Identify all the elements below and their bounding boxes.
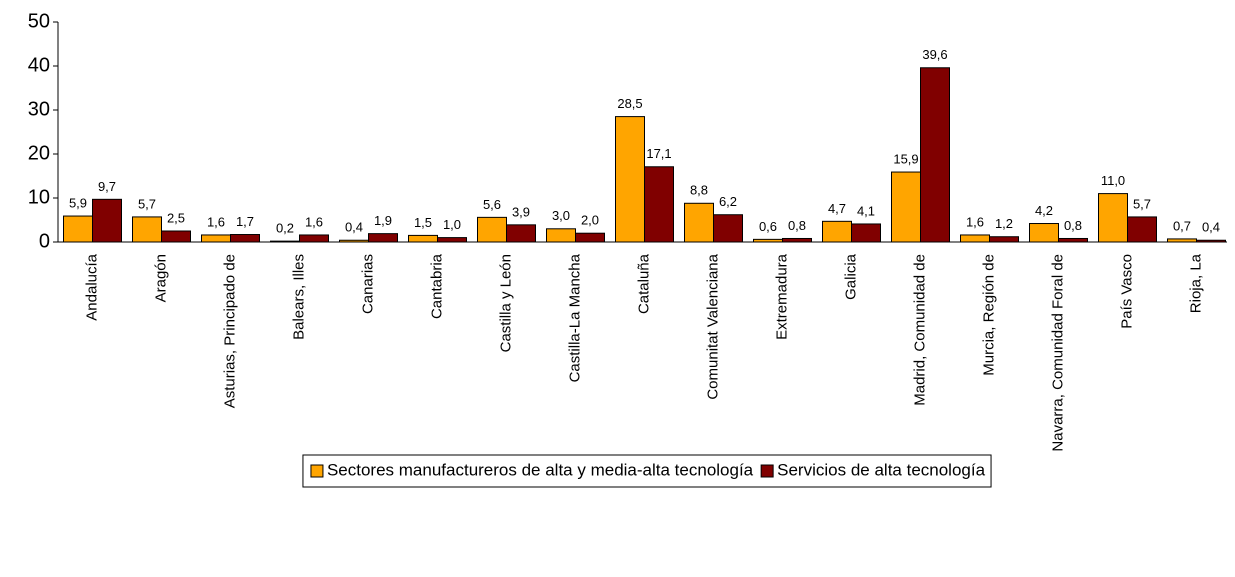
- value-label: 1,6: [305, 214, 323, 229]
- bar: [132, 216, 162, 243]
- value-label: 4,1: [857, 203, 875, 218]
- value-label: 9,7: [98, 179, 116, 194]
- value-label: 2,0: [581, 213, 599, 228]
- value-label: 1,6: [207, 214, 225, 229]
- value-label: 0,4: [345, 220, 363, 235]
- value-label: 5,9: [69, 195, 87, 210]
- bar: [201, 234, 231, 243]
- x-tick-label: Asturias, Principado de: [221, 254, 238, 408]
- value-label: 0,2: [276, 221, 294, 236]
- bar: [506, 224, 536, 243]
- x-tick-label: Extremadura: [773, 253, 790, 340]
- y-tick-label: 0: [39, 230, 50, 252]
- x-tick-label: Castilla y León: [497, 254, 514, 352]
- bar: [1029, 223, 1059, 243]
- legend: Sectores manufactureros de alta y media-…: [310, 460, 986, 479]
- bar: [891, 171, 921, 243]
- bar: [989, 236, 1019, 243]
- bar: [684, 202, 714, 243]
- value-label: 1,2: [995, 216, 1013, 231]
- x-tick-label: Andalucía: [83, 253, 100, 320]
- y-tick-label: 20: [28, 142, 50, 164]
- value-label: 0,6: [759, 219, 777, 234]
- legend-box: [302, 454, 992, 488]
- x-tick-label: Cataluña: [635, 253, 652, 314]
- bar: [477, 216, 507, 243]
- value-label: 3,9: [512, 204, 530, 219]
- legend-swatch: [310, 464, 324, 478]
- value-label: 15,9: [893, 151, 918, 166]
- legend-label: Sectores manufactureros de alta y media-…: [327, 460, 754, 479]
- y-tick-label: 50: [28, 10, 50, 32]
- value-label: 28,5: [617, 96, 642, 111]
- x-tick-label: Rioja, La: [1187, 253, 1204, 313]
- bar: [1058, 237, 1088, 243]
- value-label: 39,6: [922, 47, 947, 62]
- value-label: 0,7: [1173, 218, 1191, 233]
- value-label: 5,7: [138, 196, 156, 211]
- value-label: 0,4: [1202, 220, 1220, 235]
- y-tick-label: 40: [28, 54, 50, 76]
- bar: [546, 228, 576, 243]
- bar: [782, 237, 812, 243]
- value-label: 1,6: [966, 214, 984, 229]
- x-tick-label: Galicia: [842, 253, 859, 300]
- x-tick-label: Madrid, Comunidad de: [911, 254, 928, 406]
- x-tick-label: Canarias: [359, 254, 376, 314]
- bar: [299, 234, 329, 243]
- value-label: 4,7: [828, 201, 846, 216]
- bar: [92, 198, 122, 243]
- value-label: 1,5: [414, 215, 432, 230]
- x-tick-label: Murcia, Región de: [980, 254, 997, 376]
- bar: [408, 234, 438, 243]
- x-tick-label: Comunitat Valenciana: [704, 253, 721, 399]
- x-tick-label: País Vasco: [1118, 254, 1135, 329]
- x-tick-label: Cantabria: [428, 253, 445, 319]
- y-tick-label: 10: [28, 186, 50, 208]
- bar: [713, 214, 743, 243]
- value-label: 5,6: [483, 197, 501, 212]
- value-label: 4,2: [1035, 203, 1053, 218]
- value-label: 1,0: [443, 217, 461, 232]
- bar: [851, 223, 881, 243]
- legend-swatch: [760, 464, 774, 478]
- x-tick-label: Castilla-La Mancha: [566, 253, 583, 382]
- value-label: 6,2: [719, 194, 737, 209]
- bar: [63, 215, 93, 243]
- value-label: 0,8: [1064, 218, 1082, 233]
- legend-label: Servicios de alta tecnología: [777, 460, 985, 479]
- value-label: 17,1: [646, 146, 671, 161]
- y-tick-label: 30: [28, 98, 50, 120]
- bar: [644, 166, 674, 243]
- bar: [920, 67, 950, 243]
- bar: [822, 220, 852, 243]
- value-label: 5,7: [1133, 196, 1151, 211]
- bar: [575, 232, 605, 243]
- x-tick-label: Balears, Illes: [290, 254, 307, 340]
- bar: [615, 116, 645, 243]
- value-label: 3,0: [552, 208, 570, 223]
- bar: [161, 230, 191, 243]
- value-label: 11,0: [1101, 173, 1125, 188]
- bar: [1127, 216, 1157, 243]
- bar: [437, 237, 467, 243]
- x-tick-label: Navarra, Comunidad Foral de: [1049, 254, 1066, 452]
- bar: [960, 234, 990, 243]
- bar: [1098, 193, 1128, 243]
- bar: [368, 233, 398, 243]
- value-label: 1,7: [236, 214, 254, 229]
- value-label: 0,8: [788, 218, 806, 233]
- value-label: 1,9: [374, 213, 392, 228]
- x-tick-label: Aragón: [152, 254, 169, 302]
- bar: [230, 234, 260, 243]
- value-label: 2,5: [167, 210, 185, 225]
- value-label: 8,8: [690, 183, 708, 198]
